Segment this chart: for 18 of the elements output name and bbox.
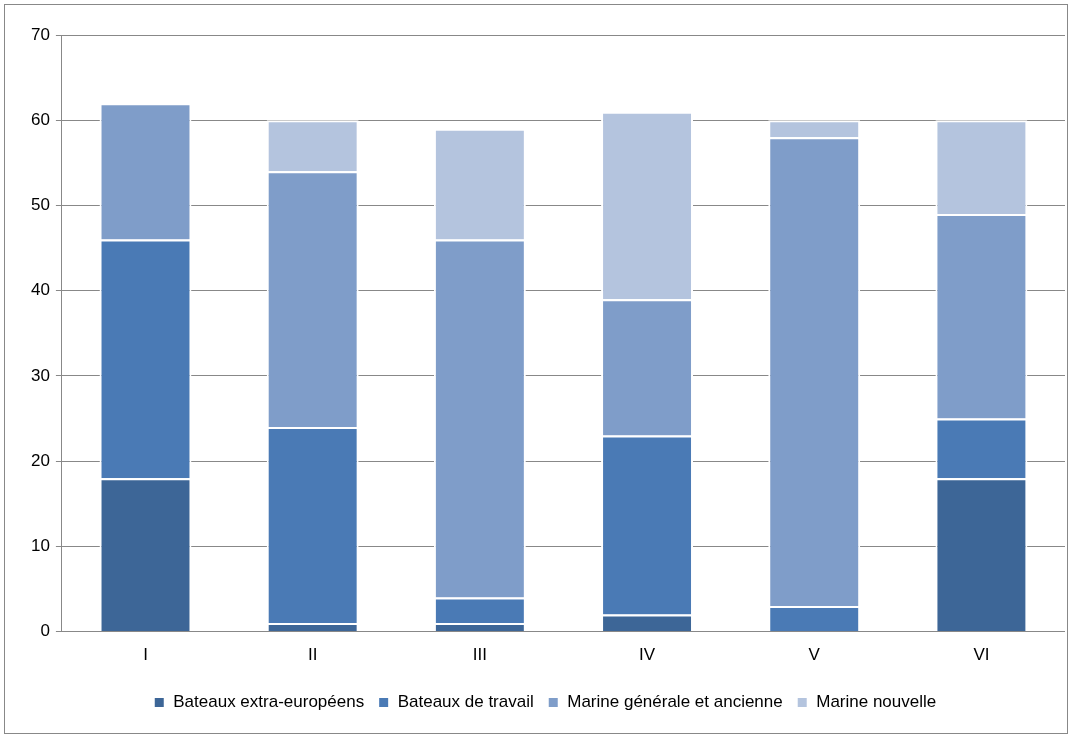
x-tick-label: III — [472, 645, 487, 665]
y-tick-label: 20 — [30, 450, 50, 470]
x-tick-label: II — [307, 645, 318, 665]
x-tick-label: V — [808, 645, 821, 665]
y-tick-label: 0 — [40, 621, 50, 641]
y-tick-label: 10 — [30, 536, 50, 556]
y-tick-label: 70 — [30, 24, 50, 44]
legend-label: Bateaux extra-européens — [173, 692, 365, 712]
y-tick-label: 40 — [30, 280, 50, 300]
y-tick-label: 50 — [30, 195, 50, 215]
x-tick-label: IV — [639, 645, 656, 665]
y-tick-label: 60 — [30, 109, 50, 129]
x-tick-label: VI — [973, 645, 990, 665]
legend-label: Marine générale et ancienne — [567, 692, 783, 712]
y-tick-label: 30 — [30, 365, 50, 385]
legend-label: Marine nouvelle — [816, 692, 937, 712]
x-tick-label: I — [143, 645, 148, 665]
legend-label: Bateaux de travail — [397, 692, 534, 712]
